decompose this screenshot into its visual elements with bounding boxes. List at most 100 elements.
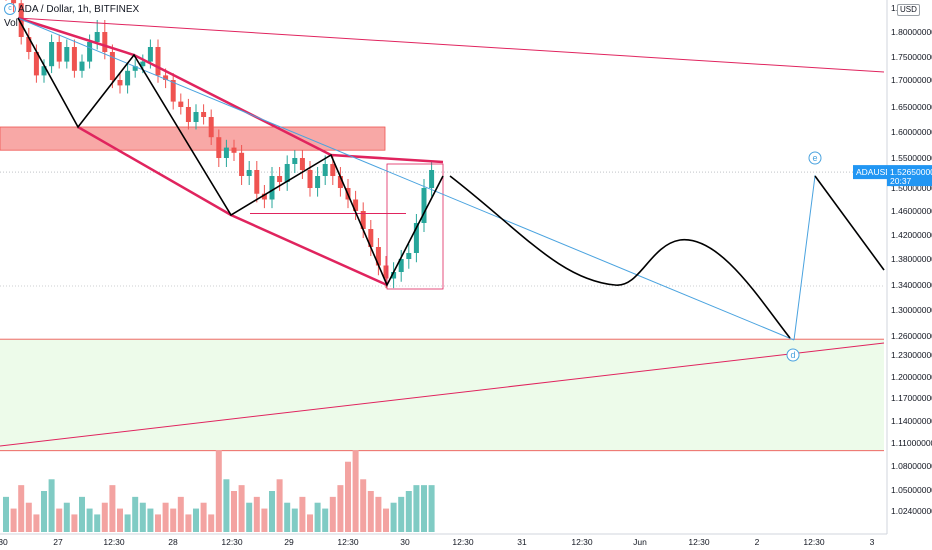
volume-bar bbox=[215, 450, 222, 532]
y-tick-label: 1.60000000 bbox=[891, 127, 932, 137]
volume-bar bbox=[147, 508, 154, 532]
y-tick-label: 1.23000000 bbox=[891, 350, 932, 360]
volume-bar bbox=[231, 491, 237, 532]
volume-indicator-label[interactable]: Vol bbox=[4, 18, 18, 29]
y-tick-label: 1.02400000 bbox=[891, 506, 932, 516]
candle bbox=[239, 145, 245, 185]
y-tick-label: 1.20000000 bbox=[891, 372, 932, 382]
volume-bar bbox=[109, 485, 116, 532]
volume-bar bbox=[390, 502, 397, 532]
y-tick-label: 1.17000000 bbox=[891, 393, 932, 403]
volume-bar bbox=[33, 514, 40, 532]
candle-body bbox=[413, 223, 419, 253]
volume-bar bbox=[383, 508, 389, 532]
volume-bar bbox=[86, 508, 93, 532]
candle-body bbox=[33, 52, 39, 76]
candle bbox=[368, 220, 374, 256]
candle bbox=[398, 250, 404, 282]
candle-body bbox=[231, 147, 237, 153]
candle bbox=[375, 238, 381, 276]
candle-body bbox=[337, 176, 343, 188]
volume-bar bbox=[79, 496, 85, 532]
volume-bar bbox=[337, 485, 344, 532]
candle-body bbox=[315, 176, 321, 188]
volume-bar bbox=[71, 514, 78, 532]
volume-bar bbox=[352, 450, 359, 532]
candle-body bbox=[421, 188, 427, 223]
volume-bar bbox=[139, 502, 146, 532]
candle-body bbox=[429, 170, 435, 188]
candle bbox=[125, 63, 131, 94]
y-tick-label: 1.65000000 bbox=[891, 102, 932, 112]
volume-bar bbox=[428, 485, 435, 532]
projected-wave-lines bbox=[793, 174, 885, 341]
pattern-upper-line bbox=[17, 16, 444, 164]
x-tick-label: 12:30 bbox=[803, 537, 825, 547]
candle bbox=[254, 161, 260, 203]
y-tick-label: 1.75000000 bbox=[891, 52, 932, 62]
volume-bar bbox=[170, 508, 177, 532]
candle bbox=[41, 59, 47, 83]
candle bbox=[178, 93, 184, 115]
wave-d-label-text: d bbox=[790, 350, 795, 360]
candle-body bbox=[56, 42, 62, 62]
candle bbox=[277, 167, 283, 191]
candle bbox=[185, 98, 191, 130]
volume-bar bbox=[208, 514, 215, 532]
candle bbox=[261, 185, 267, 209]
volume-bar bbox=[261, 508, 268, 532]
wave-d-label-circle bbox=[786, 348, 800, 362]
y-tick-label: 1.14000000 bbox=[891, 416, 932, 426]
candle-body bbox=[147, 47, 153, 62]
volume-bar bbox=[162, 502, 169, 532]
candle-body bbox=[223, 147, 229, 158]
candle bbox=[201, 104, 207, 125]
candle bbox=[406, 244, 412, 269]
candle-body bbox=[11, 0, 17, 4]
volume-bar bbox=[193, 508, 199, 532]
volume-bar bbox=[101, 502, 108, 532]
x-tick-label: 28 bbox=[168, 537, 178, 547]
candle bbox=[269, 167, 275, 209]
x-tick-label: 12:30 bbox=[221, 537, 243, 547]
highlight-box bbox=[386, 163, 444, 290]
candle bbox=[71, 39, 77, 78]
x-tick-label: 12:30 bbox=[452, 537, 474, 547]
volume-bar bbox=[329, 496, 336, 532]
candle-body bbox=[140, 61, 146, 67]
volume-bar bbox=[41, 491, 47, 532]
candle bbox=[284, 155, 290, 191]
volume-bar bbox=[284, 502, 291, 532]
chart-legend: c ADA / Dollar, 1h, BITFINEX Vol bbox=[4, 3, 139, 31]
volume-bar bbox=[246, 502, 253, 532]
candle bbox=[26, 28, 32, 60]
candle bbox=[360, 202, 366, 238]
x-tick-label: 31 bbox=[517, 537, 527, 547]
candle bbox=[193, 104, 199, 130]
candle bbox=[429, 161, 435, 197]
x-tick-label: 12:30 bbox=[571, 537, 593, 547]
candle bbox=[246, 161, 252, 185]
candle-body bbox=[322, 164, 328, 176]
candle bbox=[322, 155, 328, 185]
symbol-price-tag bbox=[853, 165, 887, 180]
candle-body bbox=[117, 80, 123, 86]
volume-bar bbox=[375, 496, 382, 532]
candle-body bbox=[398, 259, 404, 272]
x-tick-label: Jun bbox=[633, 537, 647, 547]
candle bbox=[109, 44, 115, 89]
currency-badge[interactable]: USD bbox=[897, 4, 920, 16]
volume-bar bbox=[314, 502, 321, 532]
candle-body bbox=[208, 117, 214, 138]
y-tick-label: 1.34000000 bbox=[891, 280, 932, 290]
candle bbox=[56, 34, 62, 69]
candle-body bbox=[239, 152, 245, 176]
candle bbox=[421, 179, 427, 232]
candle bbox=[117, 73, 123, 94]
y-tick-label: 1.11000000 bbox=[891, 438, 932, 448]
candle-body bbox=[368, 229, 374, 247]
x-tick-label: 30 bbox=[0, 537, 8, 547]
candle-body bbox=[292, 158, 298, 164]
volume-bar bbox=[177, 496, 184, 532]
